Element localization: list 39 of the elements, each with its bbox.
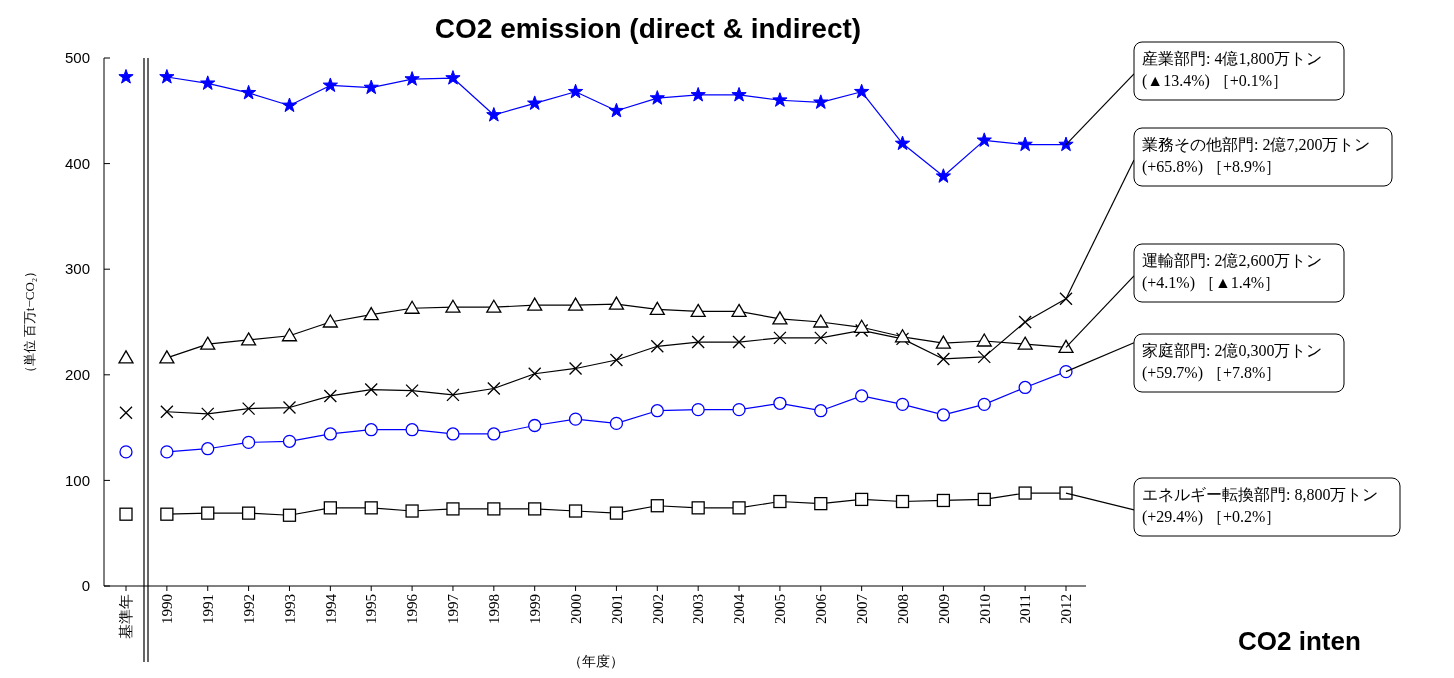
x-tick-label: 1996: [404, 593, 421, 624]
x-tick-label: 2004: [731, 593, 748, 624]
y-tick-label: 300: [64, 260, 90, 278]
x-tick-label: 2001: [608, 594, 625, 624]
y-tick-label: 200: [64, 366, 90, 384]
x-tick-label: 2011: [1017, 594, 1034, 624]
x-tick-label: 1999: [526, 594, 543, 624]
y-tick-label: 100: [64, 471, 90, 489]
x-tick-label: 2007: [853, 593, 870, 624]
annotation: 産業部門: 4億1,800万トン (▲13.4%) ［+0.1%］: [1142, 50, 1323, 90]
y-tick-label: 400: [64, 154, 90, 172]
x-tick-label: 2002: [649, 594, 666, 624]
x-tick-label: 基準年: [118, 594, 135, 639]
annotation: 家庭部門: 2億0,300万トン (+59.7%) ［+7.8%］: [1142, 342, 1323, 382]
x-tick-label: 2005: [772, 594, 789, 624]
x-tick-label: 1998: [486, 594, 503, 624]
x-axis-title: （年度）: [568, 654, 624, 669]
x-tick-label: 1990: [159, 594, 176, 624]
annotation: エネルギー転換部門: 8,800万トン (+29.4%) ［+0.2%］: [1142, 486, 1379, 526]
x-tick-label: 2006: [813, 593, 830, 624]
x-tick-label: 1993: [281, 594, 298, 624]
y-tick-label: 500: [64, 49, 90, 67]
x-tick-label: 2008: [894, 594, 911, 624]
annotation: 業務その他部門: 2億7,200万トン (+65.8%) ［+8.9%］: [1142, 136, 1371, 176]
x-tick-label: 2010: [976, 594, 993, 624]
annotation: 運輸部門: 2億2,600万トン (+4.1%) ［▲1.4%］: [1142, 252, 1323, 292]
x-tick-label: 1995: [363, 594, 380, 624]
x-tick-label: 1991: [199, 594, 216, 624]
y-tick-label: 0: [81, 577, 90, 595]
x-tick-label: 1997: [445, 593, 462, 624]
y-axis-title: （単位 百万t−CO₂）: [22, 264, 37, 380]
chart-title: CO2 emission (direct & indirect): [434, 13, 862, 44]
x-tick-label: 1994: [322, 593, 339, 624]
text: CO2 inten: [1238, 626, 1361, 656]
x-tick-label: 1992: [240, 594, 257, 624]
x-tick-label: 2000: [567, 594, 584, 624]
x-tick-label: 2009: [935, 594, 952, 624]
x-tick-label: 2012: [1058, 594, 1075, 624]
x-tick-label: 2003: [690, 594, 707, 624]
